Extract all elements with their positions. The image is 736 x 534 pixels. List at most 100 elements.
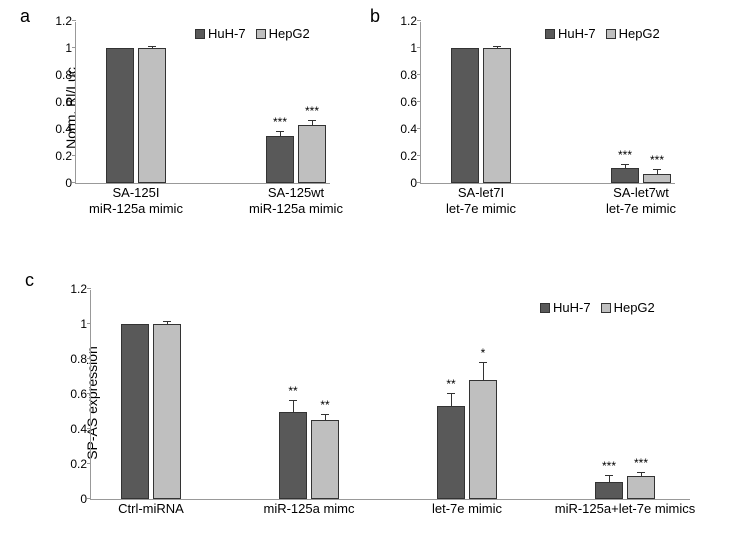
bar [595,482,623,500]
legend-label: HuH-7 [208,26,246,41]
y-tick-label: 0.4 [400,122,421,136]
y-tick-label: 1 [80,317,91,331]
error-cap [163,321,171,322]
panel-c-label: c [25,270,34,291]
y-tick-mark [87,323,91,324]
y-tick-label: 0.2 [55,149,76,163]
legend-swatch [256,29,266,39]
bar [138,48,166,183]
y-tick-label: 0.6 [400,95,421,109]
bar [153,324,181,499]
significance-marker: *** [273,115,287,129]
x-group-label: let-7e mimic [432,499,502,517]
error-bar [625,165,626,168]
error-bar [152,47,153,48]
y-tick-mark [72,128,76,129]
y-tick-label: 1.2 [70,282,91,296]
bar [469,380,497,499]
error-cap [321,414,329,415]
y-tick-label: 1.2 [55,14,76,28]
y-tick-label: 0 [410,176,421,190]
error-cap [479,362,487,363]
panel-c-chart: 00.20.40.60.811.2Ctrl-miRNA****miR-125a … [90,290,690,500]
y-tick-mark [417,20,421,21]
error-cap [308,120,316,121]
error-bar [312,121,313,125]
panel-a-legend: HuH-7 HepG2 [195,26,310,41]
error-bar [609,476,610,481]
error-cap [148,46,156,47]
bar [611,168,639,183]
significance-marker: ** [320,398,329,412]
x-group-label: SA-let7wtlet-7e mimic [606,183,676,216]
y-tick-label: 1 [65,41,76,55]
y-tick-mark [87,393,91,394]
x-group-label: miR-125a mimc [263,499,354,517]
legend-swatch [195,29,205,39]
error-cap [289,400,297,401]
error-bar [497,47,498,48]
bar [483,48,511,183]
legend-swatch [606,29,616,39]
error-bar [641,473,642,477]
error-cap [447,393,455,394]
significance-marker: *** [618,148,632,162]
error-cap [621,164,629,165]
y-tick-mark [417,155,421,156]
x-group-label: SA-let7Ilet-7e mimic [446,183,516,216]
error-cap [493,46,501,47]
y-tick-label: 0.2 [70,457,91,471]
legend-item: HuH-7 [195,26,246,41]
bar [311,420,339,499]
legend-item: HepG2 [256,26,310,41]
panel-b-chart: 00.20.40.60.811.2SA-let7Ilet-7e mimic***… [420,22,675,184]
y-tick-label: 0.6 [70,387,91,401]
x-group-label: miR-125a+let-7e mimics [555,499,696,517]
x-group-label: Ctrl-miRNA [118,499,184,517]
legend-item: HepG2 [606,26,660,41]
panel-c-legend: HuH-7HepG2 [540,300,655,315]
bar [106,48,134,183]
bar [643,174,671,183]
x-group-label: SA-125ImiR-125a mimic [89,183,183,216]
significance-marker: * [481,346,486,360]
significance-marker: *** [305,104,319,118]
legend-item: HuH-7 [545,26,596,41]
error-cap [276,131,284,132]
legend-swatch [601,303,611,313]
error-cap [605,475,613,476]
panel-a-chart: 00.20.40.60.811.2SA-125ImiR-125a mimic**… [75,22,330,184]
y-tick-label: 0.2 [400,149,421,163]
y-tick-label: 0.8 [55,68,76,82]
x-group-label: SA-125wtmiR-125a mimic [249,183,343,216]
significance-marker: ** [288,384,297,398]
y-tick-label: 0.6 [55,95,76,109]
y-tick-mark [417,182,421,183]
legend-swatch [545,29,555,39]
y-tick-mark [87,288,91,289]
y-tick-mark [72,155,76,156]
y-tick-mark [72,20,76,21]
y-tick-mark [87,428,91,429]
legend-swatch [540,303,550,313]
legend-label: HepG2 [269,26,310,41]
y-tick-label: 1 [410,41,421,55]
y-tick-mark [417,128,421,129]
y-tick-label: 0.4 [55,122,76,136]
bar [437,406,465,499]
y-tick-mark [72,182,76,183]
y-tick-label: 1.2 [400,14,421,28]
panel-b-label: b [370,6,380,27]
y-tick-mark [87,358,91,359]
y-tick-mark [417,47,421,48]
legend-label: HuH-7 [558,26,596,41]
bar [121,324,149,499]
error-cap [637,472,645,473]
significance-marker: *** [634,456,648,470]
legend-item: HepG2 [601,300,655,315]
error-bar [280,132,281,136]
y-tick-label: 0.8 [400,68,421,82]
y-tick-label: 0.8 [70,352,91,366]
error-bar [451,394,452,406]
error-bar [483,363,484,381]
